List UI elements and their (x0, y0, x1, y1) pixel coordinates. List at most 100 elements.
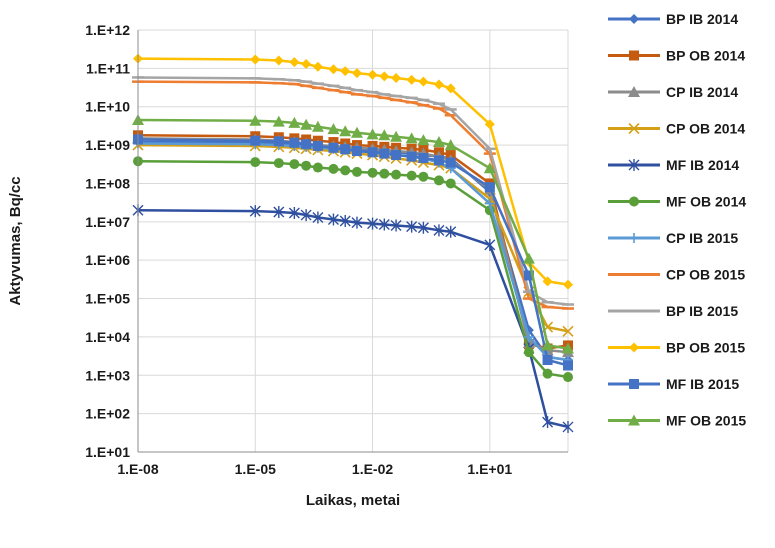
series-cp-ib-2014 (132, 132, 574, 358)
data-point (390, 130, 403, 142)
data-point (563, 279, 573, 290)
data-point (417, 134, 430, 146)
data-point (367, 217, 379, 230)
data-point (250, 157, 261, 168)
series-mf-ib-2014 (132, 204, 574, 433)
data-point (445, 225, 457, 238)
legend-item: CP IB 2015 (608, 230, 738, 246)
y-tick-label: 1.E+01 (85, 444, 130, 460)
legend-item: MF OB 2015 (608, 413, 746, 429)
data-point (378, 218, 390, 231)
legend-item: CP OB 2015 (608, 267, 745, 283)
legend: BP IB 2014 BP OB 2014 CP IB 2014 CP OB 2014… (608, 11, 746, 429)
data-point (391, 150, 402, 161)
legend-label: CP OB 2015 (666, 267, 745, 283)
data-point (484, 182, 495, 193)
data-point (541, 339, 554, 351)
legend-marker (629, 233, 639, 243)
y-tick-label: 1.E+09 (85, 137, 130, 153)
data-point (272, 115, 285, 127)
data-point (327, 123, 340, 135)
data-point (249, 205, 261, 218)
x-tick-label: 1.E-08 (117, 461, 158, 477)
data-point (379, 168, 390, 179)
data-point (273, 55, 284, 66)
data-point (445, 83, 456, 94)
series-layer (132, 53, 574, 433)
data-point (523, 331, 534, 342)
series-mf-ob-2014 (133, 156, 573, 383)
y-tick-label: 1.E+11 (86, 60, 130, 76)
legend-marker (629, 50, 639, 61)
data-point (312, 140, 323, 151)
y-tick-labels: 1.E+01 1.E+02 1.E+03 1.E+04 1.E+05 1.E+06 1.E+… (85, 22, 130, 460)
series-line (137, 159, 569, 379)
data-point (366, 128, 379, 140)
axes (137, 30, 568, 453)
data-point (378, 129, 391, 141)
data-point (417, 221, 429, 234)
data-point (445, 157, 456, 168)
series-mf-ib-2015 (133, 134, 573, 371)
data-point (339, 125, 352, 137)
data-point (418, 76, 429, 87)
data-point (340, 165, 351, 176)
data-point (273, 206, 285, 219)
legend-label: MF IB 2015 (666, 376, 739, 392)
data-point (406, 220, 418, 233)
y-tick-label: 1.E+10 (85, 99, 130, 115)
data-point (523, 270, 534, 281)
data-point (406, 74, 417, 85)
legend-marker (628, 86, 640, 97)
legend-label: BP OB 2015 (666, 340, 745, 356)
legend-label: BP IB 2014 (666, 11, 738, 27)
legend-item: CP IB 2014 (608, 84, 738, 100)
data-point (418, 171, 429, 182)
y-tick-label: 1.E+08 (85, 175, 130, 191)
data-point (311, 120, 324, 132)
data-point (433, 155, 444, 166)
data-point (418, 153, 429, 164)
x-tick-labels: 1.E-08 1.E-05 1.E-02 1.E+01 (117, 461, 512, 477)
data-point (484, 238, 496, 251)
y-tick-label: 1.E+07 (85, 214, 130, 230)
data-point (301, 58, 312, 69)
data-point (312, 162, 323, 173)
legend-marker (628, 159, 640, 171)
x-tick-label: 1.E-02 (352, 461, 393, 477)
legend-label: BP OB 2014 (666, 48, 745, 64)
data-point (433, 79, 444, 90)
data-point (433, 175, 444, 186)
legend-item: BP IB 2014 (608, 11, 738, 27)
legend-item: BP OB 2014 (608, 48, 745, 64)
data-point (273, 136, 284, 147)
data-point (406, 151, 417, 162)
data-point (289, 57, 300, 68)
data-point (563, 372, 573, 383)
data-point (350, 126, 363, 138)
data-point (300, 118, 313, 130)
data-point (367, 69, 378, 80)
data-point (562, 325, 574, 337)
legend-label: BP IB 2015 (666, 303, 738, 319)
y-axis-title: Aktyvumas, Bq/cc (7, 176, 24, 305)
data-point (390, 219, 402, 232)
legend-marker (628, 122, 640, 135)
series-line (137, 76, 569, 306)
data-point (250, 135, 261, 146)
legend-marker (629, 379, 639, 389)
data-point (523, 347, 534, 358)
data-point (328, 64, 339, 75)
legend-item: MF IB 2015 (608, 376, 739, 392)
series-line (137, 143, 569, 333)
data-point (273, 158, 284, 169)
data-point (328, 142, 339, 153)
y-tick-label: 1.E+04 (85, 329, 130, 345)
data-point (312, 211, 324, 224)
data-point (379, 148, 390, 159)
data-point (484, 198, 495, 209)
data-point (542, 416, 554, 429)
legend-marker (629, 342, 639, 353)
data-point (340, 144, 351, 155)
